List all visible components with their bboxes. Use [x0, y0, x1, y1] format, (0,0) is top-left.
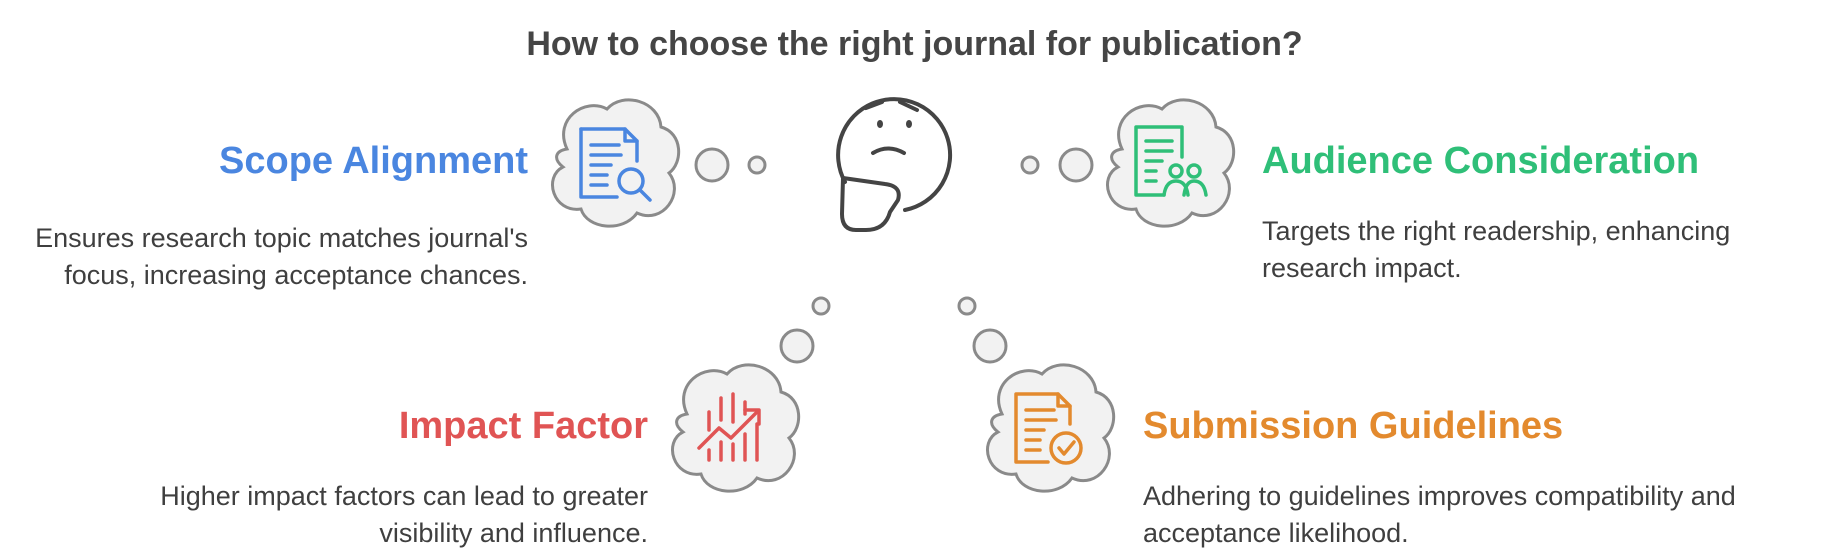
- submission-guidelines-description: Adhering to guidelines improves compatib…: [1143, 481, 1736, 548]
- document-check-icon: [1014, 392, 1083, 465]
- impact-factor-heading: Impact Factor: [398, 405, 648, 447]
- cloud-impact-factor: [671, 363, 801, 493]
- cloud-audience-consideration: [1106, 98, 1236, 228]
- page-title: How to choose the right journal for publ…: [526, 25, 1303, 63]
- submission-guidelines-heading: Submission Guidelines: [1143, 405, 1564, 447]
- thinking-face-icon: [836, 97, 953, 232]
- impact-factor-description: Higher impact factors can lead to greate…: [160, 481, 648, 548]
- scope-alignment-heading: Scope Alignment: [219, 140, 528, 182]
- document-people-icon: [1134, 125, 1208, 197]
- thought-bubbles: [694, 147, 1094, 364]
- audience-consideration-heading: Audience Consideration: [1262, 140, 1700, 182]
- document-search-icon: [579, 127, 652, 202]
- scope-alignment-description: Ensures research topic matches journal's…: [35, 223, 528, 290]
- cloud-scope-alignment: [551, 98, 681, 228]
- cloud-submission-guidelines: [986, 363, 1116, 493]
- audience-consideration-description: Targets the right readership, enhancing …: [1262, 216, 1731, 283]
- trend-chart-icon: [697, 392, 761, 462]
